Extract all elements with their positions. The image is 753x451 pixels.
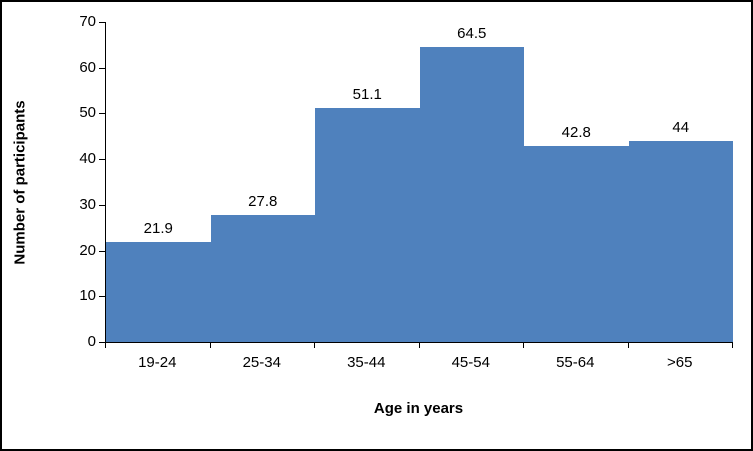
bar-value-label: 27.8 — [248, 192, 278, 210]
y-tick-mark — [99, 342, 105, 343]
y-tick-mark — [99, 22, 105, 23]
bar — [106, 241, 211, 342]
y-tick-label: 50 — [79, 104, 96, 122]
y-tick-mark — [99, 296, 105, 298]
y-tick-label: 20 — [79, 241, 96, 259]
y-tick-label: 60 — [79, 58, 96, 76]
y-tick-mark — [99, 67, 105, 69]
bar-slot: 64.5 — [419, 22, 524, 342]
x-category-label: 55-64 — [556, 354, 595, 371]
x-tick-mark — [732, 343, 733, 348]
y-tick-label: 10 — [79, 287, 96, 305]
bar-value-label: 21.9 — [143, 219, 173, 237]
bars-area: 21.9 27.8 51.1 64.5 42.8 44 — [106, 22, 733, 342]
y-tick-mark — [99, 113, 105, 115]
x-category-label: 19-24 — [138, 354, 177, 371]
x-category-label: 35-44 — [347, 354, 386, 371]
bar-slot: 44 — [628, 22, 733, 342]
x-tick-mark — [418, 343, 420, 348]
bar-slot: 21.9 — [106, 22, 211, 342]
y-tick-mark — [99, 204, 105, 206]
y-tick-label: 0 — [87, 333, 96, 350]
bar-value-label: 42.8 — [561, 124, 591, 142]
x-axis-title: Age in years — [373, 400, 464, 417]
y-tick-label: 40 — [79, 150, 96, 168]
x-category-label: 25-34 — [242, 354, 281, 371]
x-tick-mark — [314, 343, 315, 348]
bar-value-label: 44 — [672, 118, 690, 136]
bar-slot: 27.8 — [210, 22, 315, 342]
y-tick-mark — [99, 250, 105, 252]
x-tick-mark — [523, 343, 524, 348]
y-axis-title: Number of participants — [11, 99, 29, 265]
x-tick-mark — [627, 343, 629, 348]
x-category-label: >65 — [667, 354, 693, 371]
bar — [628, 140, 733, 342]
bar-slot: 42.8 — [524, 22, 629, 342]
bar-value-label: 51.1 — [352, 86, 382, 104]
bar — [419, 47, 524, 342]
x-tick-mark — [209, 343, 211, 348]
x-tick-mark — [105, 343, 106, 348]
bar — [210, 214, 315, 342]
y-tick-label: 70 — [79, 13, 96, 30]
y-tick-label: 30 — [79, 195, 96, 213]
bar — [524, 146, 629, 342]
plot-area: 21.9 27.8 51.1 64.5 42.8 44 — [105, 22, 733, 343]
bar-slot: 51.1 — [315, 22, 420, 342]
y-tick-mark — [99, 159, 105, 161]
bar — [315, 108, 420, 342]
x-category-label: 45-54 — [451, 354, 490, 371]
bar-value-label: 64.5 — [457, 25, 487, 43]
